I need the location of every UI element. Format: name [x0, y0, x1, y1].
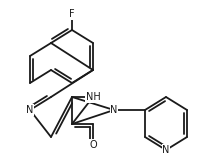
Text: N: N: [162, 145, 170, 155]
Text: NH: NH: [86, 92, 100, 102]
Text: N: N: [26, 105, 34, 115]
Text: O: O: [89, 140, 97, 150]
Text: N: N: [110, 105, 118, 115]
Text: F: F: [69, 9, 75, 19]
